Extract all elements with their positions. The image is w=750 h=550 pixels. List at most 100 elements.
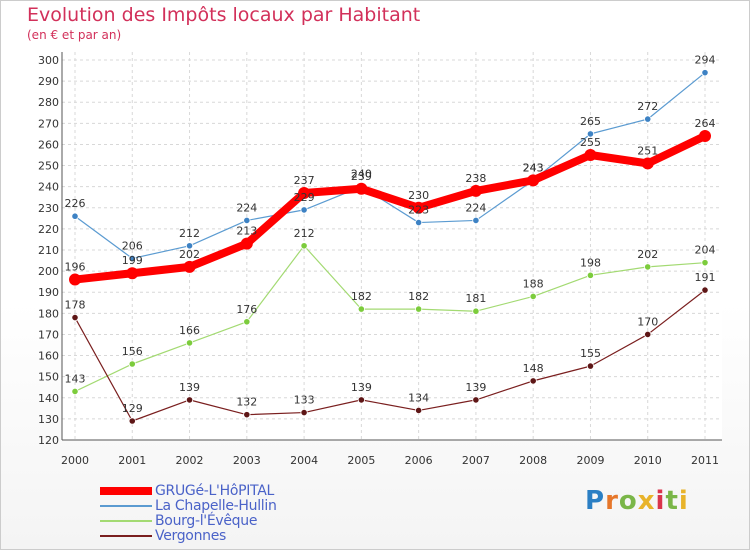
x-tick-label: 2008 xyxy=(519,454,547,467)
chart-title: Evolution des Impôts locaux par Habitant xyxy=(27,4,421,26)
data-label-la-chapelle-hullin: 240 xyxy=(351,168,372,181)
x-tick-label: 2003 xyxy=(233,454,261,467)
data-label-la-chapelle-hullin: 294 xyxy=(695,54,716,67)
data-point-vergonnes xyxy=(243,411,251,419)
data-point-grug-l-h-pital xyxy=(183,260,196,273)
data-point-vergonnes xyxy=(128,417,136,425)
x-tick-label: 2010 xyxy=(634,454,662,467)
data-point-la-chapelle-hullin xyxy=(71,212,79,220)
data-point-bourg-l-v-que xyxy=(701,259,709,267)
data-label-bourg-l-v-que: 176 xyxy=(236,303,257,316)
legend-swatch-vergonnes xyxy=(100,535,152,537)
x-tick-label: 2000 xyxy=(61,454,89,467)
data-point-vergonnes xyxy=(357,396,365,404)
data-point-bourg-l-v-que xyxy=(529,292,537,301)
data-point-bourg-l-v-que xyxy=(586,271,595,279)
data-label-bourg-l-v-que: 182 xyxy=(351,290,372,303)
data-label-grug-l-h-pital: 243 xyxy=(523,161,544,174)
data-label-grug-l-h-pital: 230 xyxy=(408,189,429,202)
data-point-la-chapelle-hullin xyxy=(415,218,423,227)
data-point-vergonnes xyxy=(415,406,423,415)
plot-background xyxy=(62,52,722,440)
data-label-la-chapelle-hullin: 272 xyxy=(637,100,658,113)
data-point-grug-l-h-pital xyxy=(69,273,81,286)
data-label-la-chapelle-hullin: 212 xyxy=(179,227,200,240)
data-label-la-chapelle-hullin: 243 xyxy=(523,161,544,174)
data-point-bourg-l-v-que xyxy=(472,307,480,315)
x-tick-label: 2007 xyxy=(462,454,490,467)
x-tick-label: 2009 xyxy=(576,454,604,467)
data-label-vergonnes: 191 xyxy=(695,271,716,284)
data-point-la-chapelle-hullin xyxy=(586,130,595,138)
data-point-bourg-l-v-que xyxy=(185,339,194,347)
data-point-grug-l-h-pital xyxy=(298,187,311,199)
data-point-grug-l-h-pital xyxy=(412,201,425,214)
y-tick-label: 220 xyxy=(38,223,59,236)
y-tick-label: 180 xyxy=(38,307,59,320)
data-point-grug-l-h-pital xyxy=(584,149,597,161)
data-label-bourg-l-v-que: 182 xyxy=(408,290,429,303)
data-label-vergonnes: 134 xyxy=(408,391,429,404)
data-label-la-chapelle-hullin: 223 xyxy=(408,204,429,217)
data-label-bourg-l-v-que: 212 xyxy=(294,227,315,240)
y-tick-label: 160 xyxy=(38,350,59,363)
data-label-grug-l-h-pital: 237 xyxy=(294,174,315,187)
y-tick-label: 260 xyxy=(38,138,59,151)
data-label-bourg-l-v-que: 202 xyxy=(637,248,658,261)
legend-swatch-la-chapelle-hullin xyxy=(100,505,152,507)
data-label-bourg-l-v-que: 188 xyxy=(523,277,544,290)
data-label-la-chapelle-hullin: 224 xyxy=(465,201,486,214)
data-point-la-chapelle-hullin xyxy=(243,216,251,225)
data-label-grug-l-h-pital: 213 xyxy=(236,225,257,238)
data-label-la-chapelle-hullin: 224 xyxy=(236,201,257,214)
series-line-grug-l-h-pital xyxy=(74,132,707,284)
x-tick-label: 2005 xyxy=(347,454,375,467)
data-point-grug-l-h-pital xyxy=(527,174,540,187)
y-tick-label: 130 xyxy=(38,413,59,426)
data-point-bourg-l-v-que xyxy=(357,305,365,313)
data-point-grug-l-h-pital xyxy=(240,237,253,250)
proxiti-logo: Proxiti xyxy=(585,486,689,516)
x-tick-label: 2011 xyxy=(691,454,719,467)
legend-swatch-grugehopital xyxy=(100,487,152,495)
data-point-vergonnes xyxy=(300,408,308,417)
y-tick-label: 210 xyxy=(38,244,59,257)
data-label-grug-l-h-pital: 255 xyxy=(580,136,601,149)
y-tick-label: 190 xyxy=(38,286,59,299)
data-point-grug-l-h-pital xyxy=(699,130,711,142)
x-tick-label: 2002 xyxy=(176,454,204,467)
data-point-vergonnes xyxy=(185,396,194,404)
data-point-bourg-l-v-que xyxy=(128,360,136,368)
data-label-la-chapelle-hullin: 229 xyxy=(294,191,315,204)
data-point-vergonnes xyxy=(71,313,79,322)
data-label-vergonnes: 129 xyxy=(122,402,143,415)
data-point-grug-l-h-pital xyxy=(641,157,654,170)
data-label-grug-l-h-pital: 238 xyxy=(465,172,486,185)
legend-swatch-bourg-l-eveque xyxy=(100,520,152,522)
y-tick-label: 300 xyxy=(38,54,59,67)
data-label-bourg-l-v-que: 204 xyxy=(695,244,716,257)
data-point-la-chapelle-hullin xyxy=(300,206,308,214)
data-point-vergonnes xyxy=(586,362,595,370)
data-label-grug-l-h-pital: 196 xyxy=(65,261,86,274)
data-point-bourg-l-v-que xyxy=(71,387,79,396)
y-tick-label: 290 xyxy=(38,75,59,88)
y-tick-label: 170 xyxy=(38,328,59,341)
data-point-vergonnes xyxy=(472,396,480,404)
y-tick-label: 270 xyxy=(38,117,59,130)
data-point-la-chapelle-hullin xyxy=(185,242,194,250)
data-label-grug-l-h-pital: 199 xyxy=(122,254,143,267)
y-tick-label: 140 xyxy=(38,392,59,405)
data-point-bourg-l-v-que xyxy=(644,263,652,271)
series-line-la-chapelle-hullin xyxy=(74,72,706,260)
chart-subtitle: (en € et par an) xyxy=(27,28,122,42)
data-label-bourg-l-v-que: 166 xyxy=(179,324,200,337)
y-tick-label: 230 xyxy=(38,202,59,215)
legend-label-la-chapelle-hullin: La Chapelle-Hullin xyxy=(155,498,277,514)
data-label-vergonnes: 170 xyxy=(637,315,658,328)
x-tick-label: 2004 xyxy=(290,454,318,467)
data-label-grug-l-h-pital: 239 xyxy=(351,170,372,183)
data-label-bourg-l-v-que: 198 xyxy=(580,256,601,269)
data-point-grug-l-h-pital xyxy=(469,184,482,197)
legend-label-vergonnes: Vergonnes xyxy=(155,528,227,544)
